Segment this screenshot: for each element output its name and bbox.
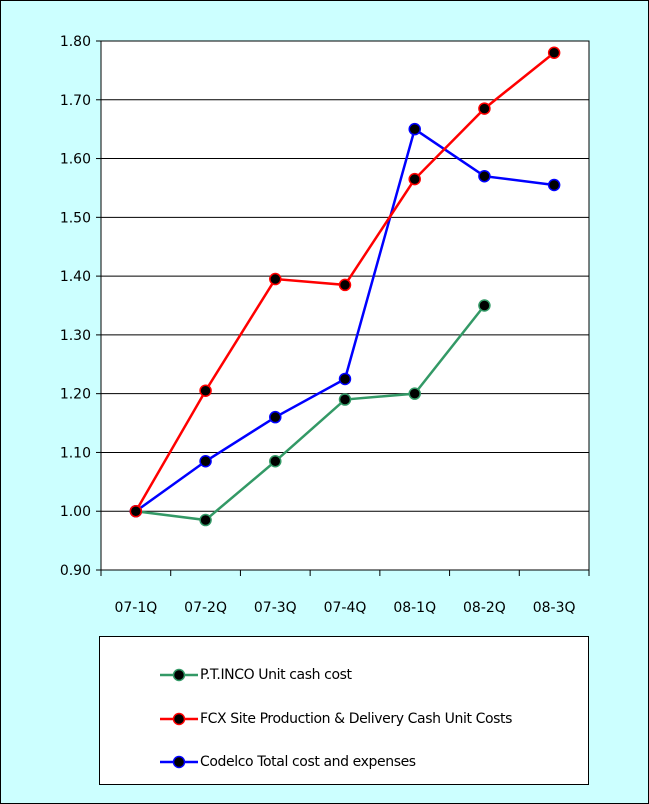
legend-marker-pt-inco: [160, 668, 198, 682]
y-tick-label: 1.30: [60, 328, 91, 344]
data-point: [129, 504, 143, 518]
legend-marker-codelco: [160, 755, 198, 769]
x-tick-label: 07-1Q: [114, 600, 157, 616]
x-tick-labels: 07-1Q 07-2Q 07-3Q 07-4Q 08-1Q 08-2Q 08-3Q: [114, 600, 575, 616]
legend-item-fcx: FCX Site Production & Delivery Cash Unit…: [160, 709, 512, 729]
y-tick-label: 1.70: [60, 93, 91, 109]
data-point: [478, 299, 491, 312]
data-point: [338, 393, 352, 406]
y-tick-labels: 0.90 1.00 1.10 1.20 1.30 1.40 1.50 1.60 1.70 1.80: [60, 34, 91, 579]
data-point: [338, 372, 352, 386]
data-point: [547, 46, 561, 60]
data-point: [269, 455, 282, 468]
data-point: [478, 102, 491, 115]
data-point: [338, 278, 352, 292]
y-tick-label: 1.60: [60, 152, 91, 168]
y-tick-label: 1.50: [60, 210, 91, 226]
data-point: [547, 178, 561, 192]
y-tick-label: 1.10: [60, 445, 91, 461]
data-point: [478, 169, 491, 183]
data-point: [199, 455, 212, 468]
data-point: [199, 513, 212, 527]
x-tick-label: 08-1Q: [393, 600, 436, 616]
legend-label-pt-inco: P.T.INCO Unit cash cost: [200, 667, 352, 683]
y-tick-label: 1.40: [60, 269, 91, 285]
legend-item-pt-inco: P.T.INCO Unit cash cost: [160, 665, 352, 685]
series: [129, 46, 561, 527]
series-line: [135, 304, 486, 522]
legend: P.T.INCO Unit cash cost FCX Site Product…: [99, 636, 589, 785]
data-point: [408, 172, 421, 186]
plot-border: [100, 40, 590, 571]
x-tick-label: 07-2Q: [184, 600, 227, 616]
x-tick-label: 08-2Q: [463, 600, 506, 616]
data-point: [408, 387, 421, 400]
plot-area: [101, 41, 589, 570]
legend-marker-fcx: [160, 712, 198, 726]
data-point: [199, 384, 212, 397]
x-tick-label: 08-3Q: [533, 600, 576, 616]
gridlines: [101, 40, 589, 571]
y-tick-label: 0.90: [60, 563, 91, 579]
legend-item-codelco: Codelco Total cost and expenses: [160, 752, 416, 772]
x-tick-label: 07-3Q: [254, 600, 297, 616]
data-point: [408, 122, 421, 136]
data-point: [269, 272, 282, 286]
y-tick-label: 1.00: [60, 504, 91, 520]
data-point: [269, 410, 282, 424]
legend-label-codelco: Codelco Total cost and expenses: [200, 754, 416, 770]
y-tick-label: 1.20: [60, 387, 91, 403]
x-tick-label: 07-4Q: [324, 600, 367, 616]
y-tick-label: 1.80: [60, 34, 91, 50]
axes: [96, 40, 590, 576]
legend-label-fcx: FCX Site Production & Delivery Cash Unit…: [200, 711, 513, 727]
